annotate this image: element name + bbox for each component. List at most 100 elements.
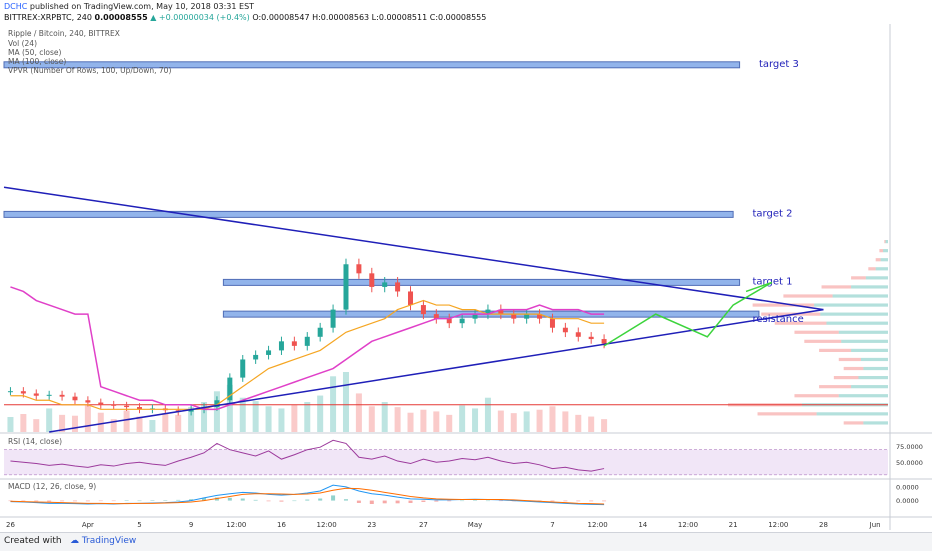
volume-bar bbox=[407, 412, 414, 432]
volume-bar bbox=[588, 416, 595, 432]
volume-bar bbox=[291, 404, 298, 432]
time-tick-label: 26 bbox=[6, 521, 15, 529]
macd-title[interactable]: MACD (12, 26, close, 9) bbox=[8, 482, 97, 491]
target-2-zone bbox=[3, 210, 734, 218]
indicator-vol[interactable]: Vol (24) bbox=[8, 39, 38, 48]
volume-bar bbox=[497, 410, 504, 432]
volume-bar bbox=[304, 402, 311, 432]
macd-histogram-bar bbox=[563, 500, 568, 502]
volume-bars bbox=[7, 372, 608, 432]
candle-body bbox=[498, 309, 504, 315]
time-tick-label: 16 bbox=[277, 521, 286, 529]
volume-bar bbox=[213, 391, 220, 432]
candle-body bbox=[485, 309, 491, 315]
vpvr-down-bar bbox=[783, 294, 833, 298]
time-tick-label: 12:00 bbox=[317, 521, 337, 529]
volume-bar bbox=[226, 384, 233, 432]
symbol-line: BITTREX:XRPBTC, 240 0.00008555 ▲ +0.0000… bbox=[4, 13, 486, 22]
target-3-zone bbox=[3, 61, 741, 69]
vpvr-down-bar bbox=[884, 240, 886, 244]
candle-body bbox=[7, 391, 13, 393]
volume-bar bbox=[484, 397, 491, 432]
candle-body bbox=[240, 359, 246, 378]
time-tick-label: 9 bbox=[189, 521, 193, 529]
macd-histogram-bar bbox=[8, 500, 13, 502]
candle-body bbox=[85, 400, 91, 403]
vpvr-up-bar bbox=[858, 376, 888, 380]
main-title: Ripple / Bitcoin, 240, BITTREX bbox=[8, 29, 120, 38]
indicator-vpvr[interactable]: VPVR (Number Of Rows, 100, Up/Down, 70) bbox=[8, 66, 172, 75]
time-tick-label: Apr bbox=[82, 521, 94, 529]
vpvr-up-bar bbox=[838, 330, 888, 334]
macd-histogram-bar bbox=[576, 500, 581, 502]
volume-bar bbox=[459, 405, 466, 432]
symbol-label: BITTREX:XRPBTC, 240 bbox=[4, 13, 92, 22]
vpvr-up-bar bbox=[883, 249, 888, 253]
macd-histogram-bar bbox=[163, 500, 168, 501]
macd-line bbox=[10, 484, 605, 506]
macd-histogram-bar bbox=[318, 498, 323, 501]
volume-bar bbox=[446, 414, 453, 432]
volume-bar bbox=[549, 406, 556, 432]
macd-histogram-bar bbox=[343, 499, 348, 501]
author-brand[interactable]: DCHC bbox=[4, 2, 28, 11]
macd-histogram-bar bbox=[47, 500, 52, 502]
rsi-tick-label: 50.0000 bbox=[896, 459, 923, 467]
indicator-ma50[interactable]: MA (50, close) bbox=[8, 48, 62, 57]
volume-bar bbox=[46, 408, 53, 432]
time-tick-label: 14 bbox=[638, 521, 647, 529]
candle-body bbox=[33, 393, 39, 396]
macd-tick-label: 0.0000 bbox=[896, 497, 919, 505]
macd-histogram-bar bbox=[98, 500, 103, 502]
rsi-title[interactable]: RSI (14, close) bbox=[8, 437, 63, 446]
macd-histogram-bar bbox=[434, 500, 439, 502]
change-value: ▲ +0.00000034 (+0.4%) bbox=[150, 13, 250, 22]
volume-bar bbox=[188, 407, 195, 432]
time-tick-label: 7 bbox=[550, 521, 554, 529]
macd-histogram-bar bbox=[111, 500, 116, 502]
vpvr-down-bar bbox=[875, 258, 881, 262]
candle-body bbox=[330, 309, 336, 328]
vpvr-down-bar bbox=[804, 339, 842, 343]
rsi-line bbox=[10, 439, 605, 472]
volume-bar bbox=[562, 411, 569, 432]
candle-body bbox=[382, 282, 388, 287]
macd-histogram-bar bbox=[485, 500, 490, 502]
candle-body bbox=[562, 327, 568, 333]
indicator-ma100[interactable]: MA (100, close) bbox=[8, 57, 67, 66]
macd-histogram-bar bbox=[369, 500, 374, 504]
vpvr-up-bar bbox=[863, 366, 888, 371]
volume-bar bbox=[420, 409, 427, 432]
upper-trendline bbox=[3, 186, 824, 311]
vpvr-up-bar bbox=[851, 348, 888, 352]
macd-tick-label: 0.0000 bbox=[896, 483, 919, 491]
volume-bar bbox=[510, 413, 517, 432]
candle-body bbox=[214, 400, 220, 408]
vpvr-down-bar bbox=[879, 249, 884, 253]
macd-histogram-bar bbox=[72, 500, 77, 502]
volume-bar bbox=[575, 414, 582, 432]
volume-bar bbox=[523, 411, 530, 432]
target-3-label: target 3 bbox=[759, 59, 799, 70]
volume-bar bbox=[20, 414, 27, 432]
target-2-label: target 2 bbox=[752, 208, 792, 219]
time-tick-label: May bbox=[468, 521, 482, 529]
ma100-line bbox=[10, 286, 605, 411]
vpvr-down-bar bbox=[843, 366, 864, 371]
rsi-tick-label: 75.0000 bbox=[896, 443, 923, 451]
volume-bar bbox=[110, 419, 117, 432]
volume-bar bbox=[355, 393, 362, 432]
tradingview-logo[interactable]: ☁ TradingView bbox=[70, 536, 137, 546]
vpvr-down-bar bbox=[774, 321, 827, 325]
target-1-label: target 1 bbox=[752, 276, 792, 287]
volume-bar bbox=[201, 402, 208, 432]
main-pane bbox=[0, 24, 932, 432]
vpvr-down-bar bbox=[843, 421, 864, 425]
volume-bar bbox=[84, 405, 91, 432]
candles bbox=[7, 258, 607, 416]
volume-bar bbox=[149, 420, 156, 432]
candle-body bbox=[472, 314, 478, 319]
ohlc-values: O:0.00008547 H:0.00008563 L:0.00008511 C… bbox=[252, 13, 487, 22]
candle-body bbox=[524, 314, 530, 319]
